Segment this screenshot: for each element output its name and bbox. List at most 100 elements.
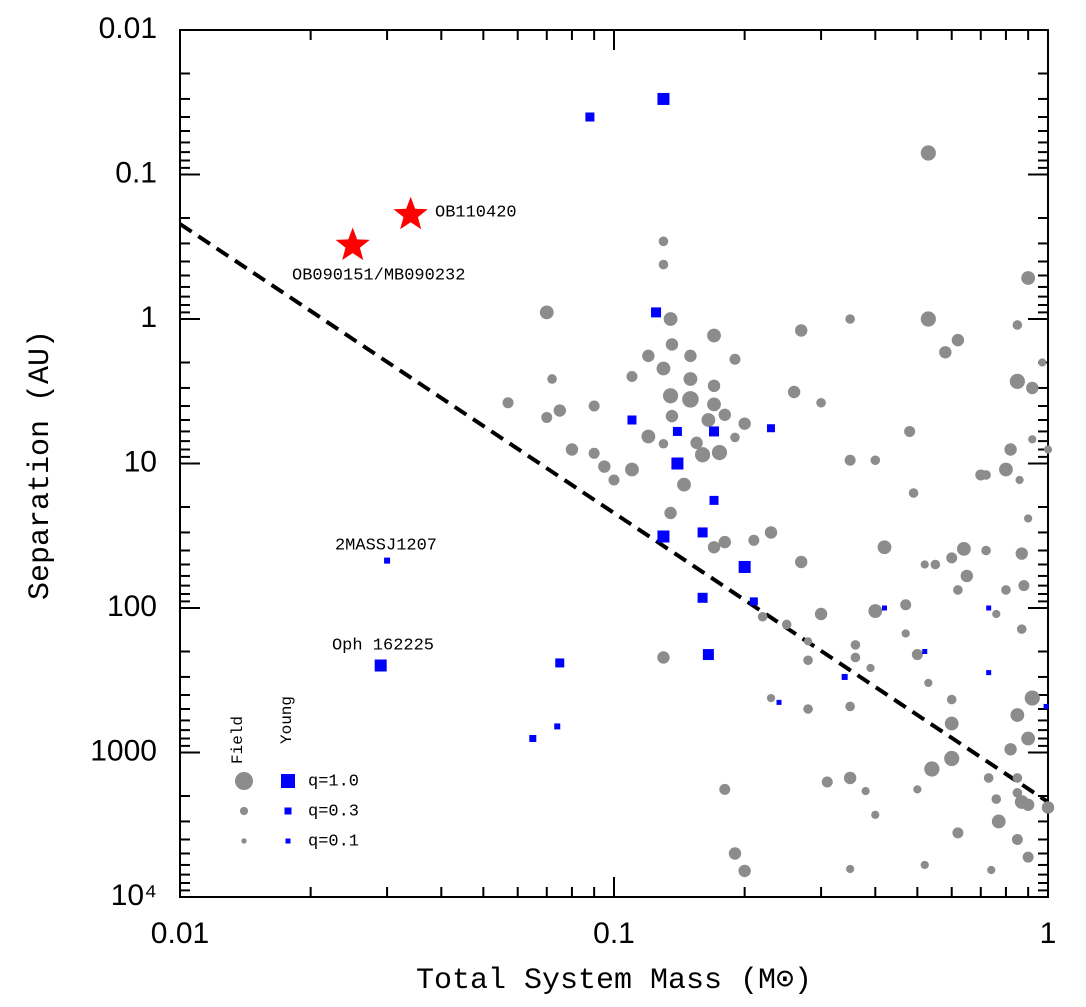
- young-point: [776, 699, 782, 705]
- field-point: [1021, 271, 1036, 285]
- field-point: [913, 785, 922, 794]
- field-point: [625, 462, 639, 477]
- field-point: [682, 391, 699, 408]
- young-point: [738, 560, 751, 573]
- field-point: [920, 311, 936, 327]
- star-point: [393, 196, 428, 230]
- field-point: [658, 438, 669, 449]
- young-point: [702, 649, 714, 661]
- young-point: [651, 307, 662, 318]
- field-point: [953, 585, 963, 595]
- legend-square: [285, 838, 291, 844]
- young-point: [1043, 703, 1049, 709]
- field-point: [1015, 475, 1024, 485]
- field-point: [846, 864, 855, 874]
- field-point: [730, 432, 740, 443]
- field-point: [911, 649, 923, 661]
- field-point: [641, 429, 656, 444]
- field-point: [683, 372, 698, 386]
- young-point: [585, 112, 595, 122]
- field-point: [1004, 443, 1017, 456]
- field-point: [1015, 547, 1028, 560]
- young-point: [766, 424, 775, 433]
- field-point: [816, 397, 826, 408]
- field-point: [1010, 708, 1025, 722]
- x-axis-title: Total System Mass (M⊙): [416, 964, 812, 998]
- young-point: [529, 734, 537, 742]
- young-point: [986, 605, 992, 611]
- legend-label: q=0.3: [308, 802, 359, 821]
- field-point: [547, 374, 557, 384]
- legend-circle: [239, 806, 249, 816]
- field-point: [642, 349, 655, 363]
- field-point: [920, 860, 929, 870]
- young-point: [986, 670, 992, 676]
- field-point: [1012, 320, 1023, 330]
- legend-label: q=0.1: [308, 832, 359, 851]
- field-point: [1014, 795, 1029, 809]
- young-point: [922, 648, 928, 654]
- field-point: [904, 425, 916, 437]
- field-point: [900, 599, 912, 611]
- young-point: [697, 527, 708, 538]
- x-tick-label: 0.01: [151, 917, 209, 950]
- y-tick-label: 10⁴: [111, 879, 157, 912]
- field-point: [845, 314, 855, 324]
- field-point: [821, 776, 833, 788]
- field-point: [803, 704, 813, 714]
- field-point: [502, 397, 514, 409]
- annotation: OB090151/MB090232: [292, 266, 465, 285]
- field-point: [707, 379, 721, 393]
- field-point: [662, 388, 679, 404]
- legend-label: q=1.0: [308, 772, 359, 791]
- field-point: [766, 693, 776, 703]
- field-point: [757, 611, 768, 622]
- field-point: [1018, 580, 1030, 592]
- field-point: [981, 545, 991, 556]
- field-point: [1012, 787, 1023, 798]
- field-point: [684, 349, 697, 363]
- legend-header: Young: [278, 696, 296, 744]
- young-point: [749, 597, 758, 606]
- young-point: [627, 415, 637, 425]
- young-point: [881, 605, 887, 611]
- legend-circle: [235, 772, 253, 790]
- field-point: [844, 454, 856, 466]
- field-point: [850, 640, 861, 650]
- field-point: [787, 385, 801, 399]
- field-point: [983, 773, 994, 783]
- field-point: [665, 338, 679, 351]
- field-point: [861, 787, 870, 796]
- field-point: [1026, 381, 1039, 395]
- field-point: [707, 541, 721, 554]
- young-point: [697, 592, 708, 603]
- field-point: [1001, 585, 1011, 595]
- field-point: [658, 259, 669, 270]
- field-point: [728, 847, 742, 860]
- field-point: [981, 470, 991, 480]
- field-point: [871, 810, 880, 819]
- field-point: [868, 604, 883, 618]
- field-point: [588, 447, 600, 459]
- field-point: [598, 460, 611, 473]
- field-point: [690, 436, 703, 450]
- field-point: [866, 663, 875, 673]
- field-point: [850, 652, 861, 663]
- field-point: [1043, 445, 1053, 454]
- young-point: [671, 457, 684, 470]
- y-tick-label: 0.1: [115, 156, 157, 189]
- field-point: [677, 477, 691, 492]
- young-point: [672, 426, 682, 436]
- plot-frame: [179, 29, 1049, 898]
- field-point: [553, 404, 566, 417]
- annotation: OB110420: [435, 203, 517, 222]
- field-point: [901, 629, 910, 638]
- field-point: [992, 609, 1001, 619]
- field-point: [991, 794, 1002, 804]
- young-point: [657, 92, 670, 105]
- field-point: [541, 411, 553, 423]
- field-point: [991, 814, 1006, 829]
- field-point: [1024, 690, 1040, 706]
- legend-square: [284, 807, 292, 815]
- legend-header: Field: [229, 716, 247, 764]
